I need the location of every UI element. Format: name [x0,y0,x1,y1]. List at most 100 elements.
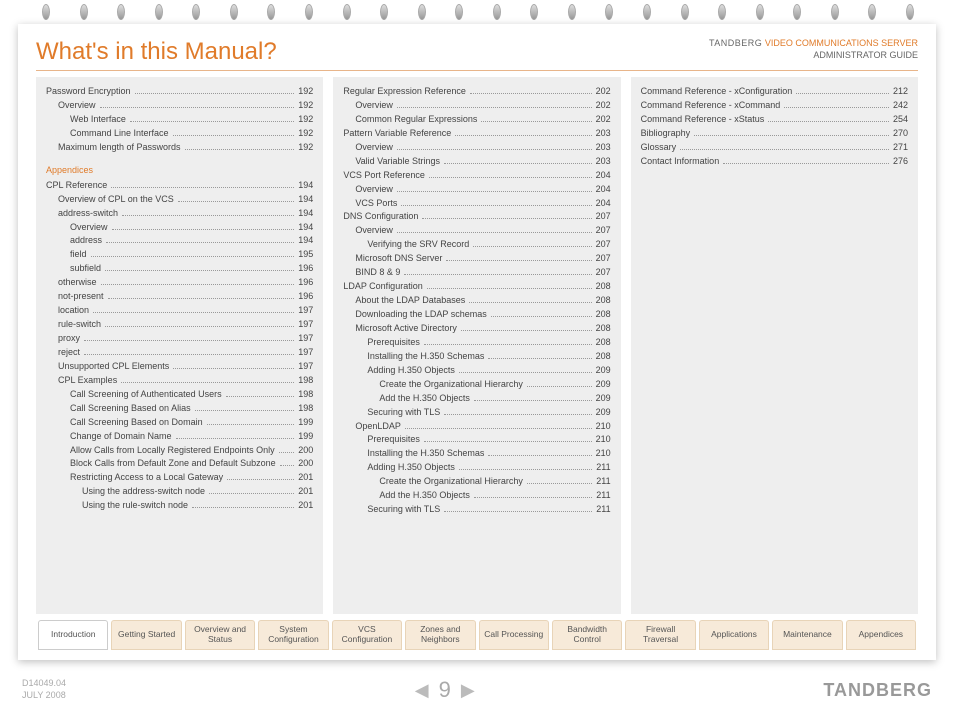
toc-entry[interactable]: Installing the H.350 Schemas208 [343,350,610,364]
toc-label: CPL Examples [58,374,119,388]
tab-maintenance[interactable]: Maintenance [772,620,842,650]
toc-leader-dots [173,368,294,369]
toc-entry[interactable]: Password Encryption192 [46,85,313,99]
toc-entry[interactable]: OpenLDAP210 [343,420,610,434]
toc-entry[interactable]: Microsoft DNS Server207 [343,252,610,266]
tab-system-configuration[interactable]: System Configuration [258,620,328,650]
toc-entry[interactable]: field195 [46,248,313,262]
prev-page-arrow[interactable]: ◀ [415,680,429,701]
toc-entry[interactable]: Web Interface192 [46,113,313,127]
nav-tabs: IntroductionGetting StartedOverview and … [36,620,918,650]
toc-entry[interactable]: Call Screening of Authenticated Users198 [46,388,313,402]
toc-entry[interactable]: Call Screening Based on Domain199 [46,416,313,430]
toc-entry[interactable]: Command Reference - xConfiguration212 [641,85,908,99]
tab-getting-started[interactable]: Getting Started [111,620,181,650]
toc-entry[interactable]: Pattern Variable Reference203 [343,127,610,141]
toc-entry[interactable]: otherwise196 [46,276,313,290]
toc-entry[interactable]: address-switch194 [46,207,313,221]
toc-entry[interactable]: DNS Configuration207 [343,210,610,224]
toc-entry[interactable]: Prerequisites208 [343,336,610,350]
toc-entry[interactable]: reject197 [46,346,313,360]
toc-entry[interactable]: Common Regular Expressions202 [343,113,610,127]
toc-entry[interactable]: address194 [46,234,313,248]
toc-entry[interactable]: Allow Calls from Locally Registered Endp… [46,444,313,458]
toc-entry[interactable]: subfield196 [46,262,313,276]
tab-applications[interactable]: Applications [699,620,769,650]
toc-entry[interactable]: Create the Organizational Hierarchy209 [343,378,610,392]
toc-entry[interactable]: Glossary271 [641,141,908,155]
toc-entry[interactable]: rule-switch197 [46,318,313,332]
toc-entry[interactable]: Overview192 [46,99,313,113]
binding-ring [416,0,426,24]
binding-ring [528,0,538,24]
toc-entry[interactable]: Installing the H.350 Schemas210 [343,447,610,461]
toc-page-num: 199 [296,416,313,430]
toc-entry[interactable]: CPL Reference194 [46,179,313,193]
toc-entry[interactable]: About the LDAP Databases208 [343,294,610,308]
toc-entry[interactable]: Adding H.350 Objects209 [343,364,610,378]
toc-leader-dots [111,187,294,188]
toc-entry[interactable]: Securing with TLS209 [343,406,610,420]
toc-label: Maximum length of Passwords [58,141,183,155]
tab-bandwidth-control[interactable]: Bandwidth Control [552,620,622,650]
toc-entry[interactable]: Bibliography270 [641,127,908,141]
toc-entry[interactable]: location197 [46,304,313,318]
toc-entry[interactable]: VCS Port Reference204 [343,169,610,183]
tab-firewall-traversal[interactable]: Firewall Traversal [625,620,695,650]
toc-entry[interactable]: Overview203 [343,141,610,155]
toc-leader-dots [422,218,591,219]
tab-introduction[interactable]: Introduction [38,620,108,650]
toc-entry[interactable]: Command Line Interface192 [46,127,313,141]
toc-entry[interactable]: Microsoft Active Directory208 [343,322,610,336]
tab-overview-and-status[interactable]: Overview and Status [185,620,255,650]
toc-leader-dots [723,163,889,164]
toc-entry[interactable]: Overview202 [343,99,610,113]
toc-entry[interactable]: Command Reference - xCommand242 [641,99,908,113]
toc-entry[interactable]: Maximum length of Passwords192 [46,141,313,155]
toc-entry[interactable]: proxy197 [46,332,313,346]
toc-entry[interactable]: Overview of CPL on the VCS194 [46,193,313,207]
tab-call-processing[interactable]: Call Processing [479,620,549,650]
toc-entry[interactable]: Call Screening Based on Alias198 [46,402,313,416]
toc-entry[interactable]: VCS Ports204 [343,197,610,211]
toc-entry[interactable]: Command Reference - xStatus254 [641,113,908,127]
toc-page-num: 192 [296,127,313,141]
toc-entry[interactable]: Securing with TLS211 [343,503,610,517]
toc-entry[interactable]: Contact Information276 [641,155,908,169]
toc-entry[interactable]: Overview207 [343,224,610,238]
toc-entry[interactable]: not-present196 [46,290,313,304]
toc-entry[interactable]: Overview194 [46,221,313,235]
tab-vcs-configuration[interactable]: VCS Configuration [332,620,402,650]
toc-entry[interactable]: Downloading the LDAP schemas208 [343,308,610,322]
toc-leader-dots [455,135,591,136]
toc-leader-dots [474,497,592,498]
toc-entry[interactable]: Adding H.350 Objects211 [343,461,610,475]
toc-entry[interactable]: BIND 8 & 9207 [343,266,610,280]
toc-entry[interactable]: Block Calls from Default Zone and Defaul… [46,457,313,471]
next-page-arrow[interactable]: ▶ [461,680,475,701]
toc-leader-dots [680,149,889,150]
toc-entry[interactable]: Restricting Access to a Local Gateway201 [46,471,313,485]
toc-entry[interactable]: Using the address-switch node201 [46,485,313,499]
toc-leader-dots [178,201,295,202]
toc-page-num: 204 [594,169,611,183]
toc-entry[interactable]: Add the H.350 Objects209 [343,392,610,406]
toc-entry[interactable]: Overview204 [343,183,610,197]
toc-entry[interactable]: Verifying the SRV Record207 [343,238,610,252]
toc-entry[interactable]: Regular Expression Reference202 [343,85,610,99]
toc-entry[interactable]: CPL Examples198 [46,374,313,388]
tab-appendices[interactable]: Appendices [846,620,916,650]
toc-entry[interactable]: Using the rule-switch node201 [46,499,313,513]
toc-entry[interactable]: Prerequisites210 [343,433,610,447]
toc-entry[interactable]: Add the H.350 Objects211 [343,489,610,503]
toc-entry[interactable]: LDAP Configuration208 [343,280,610,294]
toc-label: address [70,234,104,248]
toc-entry[interactable]: Create the Organizational Hierarchy211 [343,475,610,489]
tab-zones-and-neighbors[interactable]: Zones and Neighbors [405,620,475,650]
toc-entry[interactable]: Unsupported CPL Elements197 [46,360,313,374]
toc-entry[interactable]: Change of Domain Name199 [46,430,313,444]
toc-leader-dots [397,107,592,108]
toc-page-num: 194 [296,221,313,235]
toc-entry[interactable]: Valid Variable Strings203 [343,155,610,169]
brand-small: TANDBERG [709,38,762,48]
